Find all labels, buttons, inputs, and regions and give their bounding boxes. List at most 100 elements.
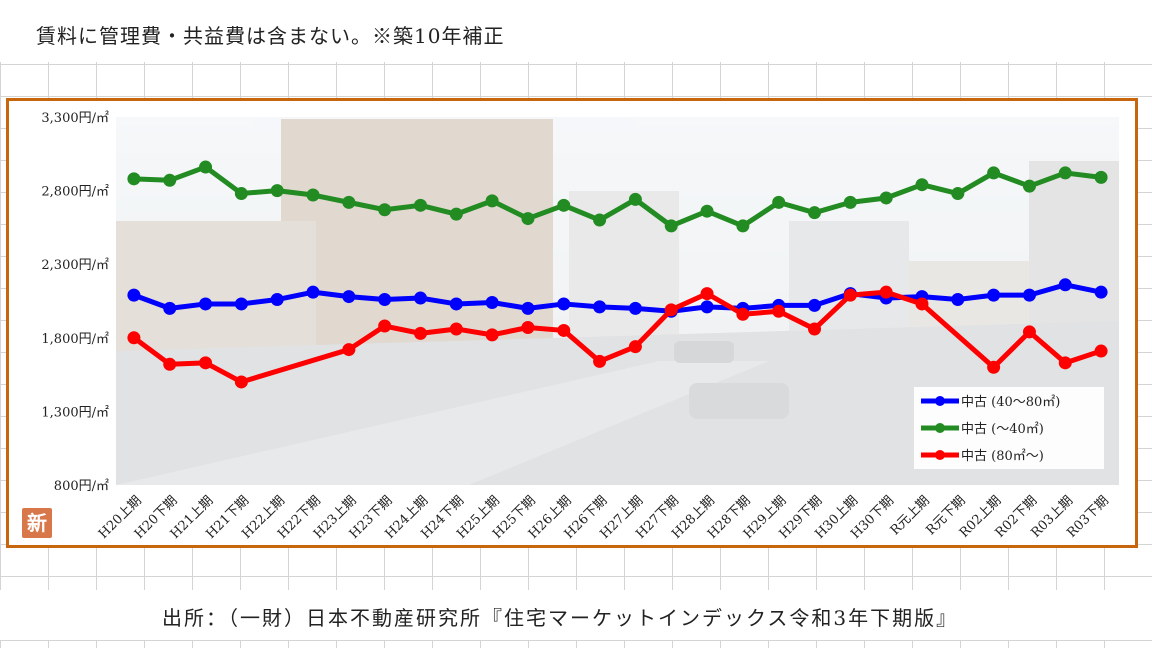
data-point [1022,325,1036,339]
data-point [199,297,213,311]
data-point [700,300,714,314]
data-point [270,293,284,307]
y-tick-label: 2,800円/㎡ [41,185,109,200]
data-point [449,207,463,221]
y-tick-label: 3,300円/㎡ [41,111,109,126]
legend-marker [935,423,945,433]
data-point [413,291,427,305]
data-point [342,290,356,304]
data-point [1022,179,1036,193]
data-point [127,331,141,345]
data-point [521,320,535,334]
data-point [449,322,463,336]
data-point [1058,166,1072,180]
data-point [449,297,463,311]
data-point [234,375,248,389]
legend-marker [935,396,945,406]
data-point [664,219,678,233]
series-3 [127,285,1108,389]
legend-label: 中古 (40～80㎡) [961,395,1060,410]
data-point [628,301,642,315]
data-point [772,195,786,209]
data-point [1058,278,1072,292]
data-point [987,166,1001,180]
data-point [879,191,893,205]
data-point [485,328,499,342]
legend-item: 中古 (～40㎡) [921,422,1044,437]
data-point [628,340,642,354]
data-point [951,187,965,201]
data-point [700,204,714,218]
data-point [1094,344,1108,358]
data-point [700,287,714,301]
data-point [915,297,929,311]
data-point [808,322,822,336]
data-point [1022,288,1036,302]
data-point [199,160,213,174]
legend-marker [935,450,945,460]
header-note: 賃料に管理費・共益費は含まない。※築10年補正 [36,24,505,48]
legend: 中古 (40～80㎡) 中古 (～40㎡) 中古 (80㎡～) [914,387,1104,469]
data-point [1094,170,1108,184]
data-point [736,219,750,233]
data-point [664,303,678,317]
data-point [843,288,857,302]
legend-item: 中古 (80㎡～) [921,449,1044,464]
data-point [413,198,427,212]
data-point [843,195,857,209]
y-tick-label: 2,300円/㎡ [41,258,109,273]
data-point [593,354,607,368]
data-point [485,194,499,208]
data-point [628,192,642,206]
series-line [131,282,1104,314]
data-point [593,213,607,227]
data-point [127,172,141,186]
data-point [987,360,1001,374]
source-note-area: 出所：（一財）日本不動産研究所『住宅マーケットインデックス令和3年下期版』 [0,590,1152,640]
data-point [485,295,499,309]
data-point [1094,285,1108,299]
data-point [163,357,177,371]
legend-item: 中古 (40～80㎡) [921,395,1060,410]
data-point [199,356,213,370]
series-2 [127,160,1108,233]
data-point [772,304,786,318]
series-line [131,164,1104,229]
data-point [521,212,535,226]
data-point [306,188,320,202]
line-chart: 800円/㎡ 1,300円/㎡ 1,800円/㎡ 2,300円/㎡ 2,800円/㎡ 3,… [41,111,1119,542]
data-point [557,323,571,337]
data-point [951,293,965,307]
data-point [163,173,177,187]
data-point [521,301,535,315]
data-point [342,343,356,357]
series-layer [127,160,1108,389]
data-point [915,178,929,192]
data-point [1058,356,1072,370]
data-point [127,288,141,302]
data-point [342,195,356,209]
header-note-area: 賃料に管理費・共益費は含まない。※築10年補正 [0,0,1152,62]
new-badge: 新 [22,508,52,538]
data-point [306,285,320,299]
data-point [163,301,177,315]
data-point [808,298,822,312]
data-point [557,297,571,311]
legend-label: 中古 (80㎡～) [961,449,1044,464]
x-axis: H20上期H20下期H21上期H21下期H22上期H22下期H23上期H23下期… [96,493,1112,542]
y-tick-label: 1,800円/㎡ [41,332,109,347]
data-point [234,187,248,201]
data-point [378,293,392,307]
legend-label: 中古 (～40㎡) [961,422,1044,437]
data-point [987,288,1001,302]
y-axis: 800円/㎡ 1,300円/㎡ 1,800円/㎡ 2,300円/㎡ 2,800円/㎡ 3,… [41,111,109,494]
y-tick-label: 800円/㎡ [54,479,109,494]
chart-frame: 800円/㎡ 1,300円/㎡ 1,800円/㎡ 2,300円/㎡ 2,800円/㎡ 3,… [6,98,1138,548]
data-point [593,300,607,314]
y-tick-label: 1,300円/㎡ [41,405,109,420]
data-point [808,206,822,220]
data-point [413,326,427,340]
data-point [378,319,392,333]
data-point [234,297,248,311]
data-point [879,285,893,299]
